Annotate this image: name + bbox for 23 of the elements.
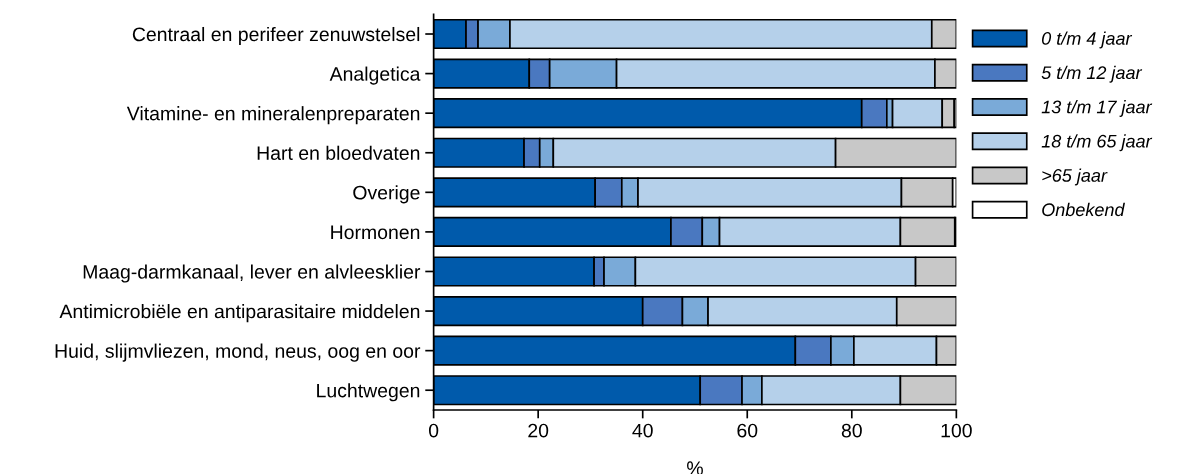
y-tick-label: Maag-darmkanaal, lever en alvleesklier <box>83 264 421 283</box>
y-tick-label: Hormonen <box>331 225 420 240</box>
y-tick-label: Huid, slijmvliezen, mond, neus, oog en oor <box>55 343 421 362</box>
y-tick-label: Antimicrobiële en antiparasitaire middelen <box>59 304 420 323</box>
y-tick-label: Vitamine- en mineralenpreparaten <box>126 106 420 125</box>
y-tick-label: Analgetica <box>329 66 421 85</box>
x-tick-label: 40 <box>632 423 653 438</box>
x-tick-label: 100 <box>941 423 972 438</box>
legend-label: Onbekend <box>1042 202 1125 217</box>
x-tick-label: 0 <box>428 423 439 438</box>
y-tick-label: Centraal en perifeer zenuwstelsel <box>132 26 420 46</box>
y-tick-label: Hart en bloedvaten <box>257 145 420 160</box>
x-axis-title: % <box>687 461 703 474</box>
y-tick-label: Overige <box>353 185 420 204</box>
x-tick-label: 80 <box>841 423 862 438</box>
legend-label: 5 t/m 12 jaar <box>1041 65 1143 83</box>
x-tick-label: 20 <box>528 423 549 438</box>
y-tick-label: Luchtwegen <box>317 383 420 402</box>
legend-label: 18 t/m 65 jaar <box>1041 134 1153 152</box>
legend-label: 13 t/m 17 jaar <box>1041 100 1153 117</box>
legend-label: >65 jaar <box>1042 168 1108 186</box>
x-tick-label: 60 <box>737 423 758 438</box>
legend-label: 0 t/m 4 jaar <box>1041 31 1133 49</box>
